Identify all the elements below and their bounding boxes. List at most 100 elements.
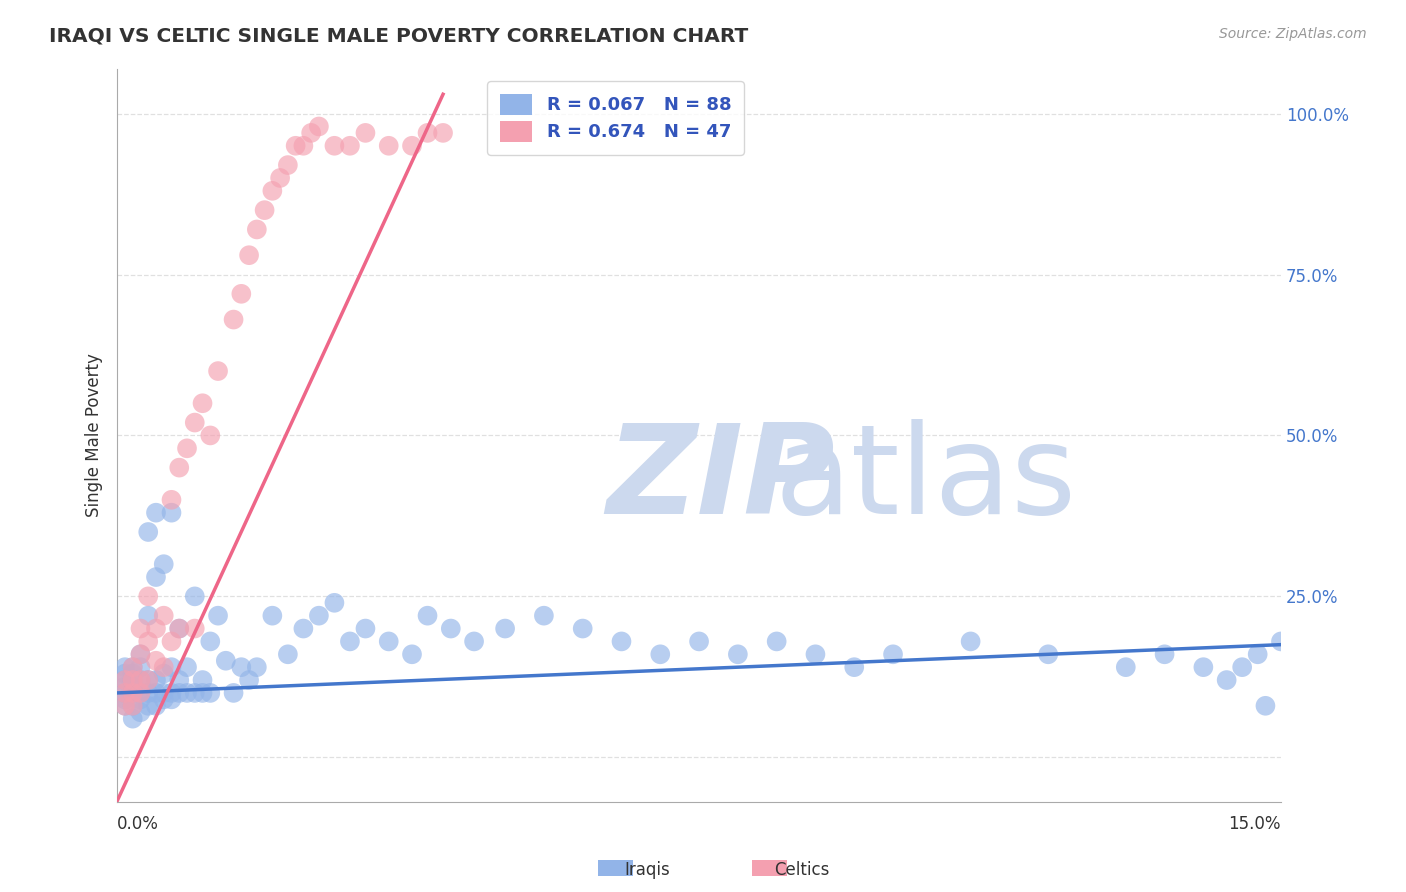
Point — [129, 686, 152, 700]
Point — [804, 648, 827, 662]
Point — [1230, 660, 1253, 674]
Point — [136, 686, 159, 700]
Point — [136, 673, 159, 687]
Point — [114, 686, 136, 700]
Point — [160, 634, 183, 648]
Point — [246, 222, 269, 236]
Point — [401, 138, 423, 153]
Point — [727, 648, 749, 662]
Point — [533, 608, 555, 623]
Point — [200, 634, 222, 648]
Point — [1153, 648, 1175, 662]
Point — [152, 660, 174, 674]
Point — [136, 634, 159, 648]
Point — [121, 698, 143, 713]
Point — [176, 686, 198, 700]
Point — [191, 396, 214, 410]
Point — [167, 622, 190, 636]
Point — [200, 686, 222, 700]
Point — [284, 138, 307, 153]
Point — [339, 138, 361, 153]
Point — [1254, 698, 1277, 713]
Text: 15.0%: 15.0% — [1229, 815, 1281, 833]
Point — [167, 622, 190, 636]
Point — [416, 608, 439, 623]
Point — [129, 648, 152, 662]
Point — [129, 622, 152, 636]
Point — [262, 608, 284, 623]
Point — [145, 698, 167, 713]
Point — [277, 158, 299, 172]
Point — [167, 686, 190, 700]
Point — [152, 666, 174, 681]
Point — [299, 126, 322, 140]
Point — [238, 673, 260, 687]
Point — [844, 660, 866, 674]
Point — [207, 608, 229, 623]
Point — [1192, 660, 1215, 674]
Point — [323, 138, 346, 153]
Point — [571, 622, 593, 636]
Point — [416, 126, 439, 140]
Point — [688, 634, 710, 648]
Point — [167, 673, 190, 687]
Point — [114, 666, 136, 681]
Point — [129, 673, 152, 687]
Text: 0.0%: 0.0% — [117, 815, 159, 833]
Point — [1247, 648, 1270, 662]
Point — [323, 596, 346, 610]
Point — [129, 660, 152, 674]
Point — [200, 428, 222, 442]
Point — [136, 590, 159, 604]
Point — [184, 622, 207, 636]
Point — [145, 570, 167, 584]
Point — [121, 712, 143, 726]
Point — [277, 648, 299, 662]
Point — [114, 680, 136, 694]
Point — [136, 524, 159, 539]
Point — [114, 660, 136, 674]
Point — [121, 698, 143, 713]
Point — [129, 692, 152, 706]
Point — [121, 673, 143, 687]
Point — [152, 557, 174, 571]
Point — [377, 138, 399, 153]
Legend: R = 0.067   N = 88, R = 0.674   N = 47: R = 0.067 N = 88, R = 0.674 N = 47 — [486, 81, 744, 154]
Y-axis label: Single Male Poverty: Single Male Poverty — [86, 353, 103, 517]
Point — [246, 660, 269, 674]
Point — [129, 686, 152, 700]
Point — [114, 686, 136, 700]
Point — [354, 622, 377, 636]
Point — [215, 654, 238, 668]
Point — [167, 460, 190, 475]
Point — [176, 442, 198, 456]
Point — [145, 673, 167, 687]
Point — [463, 634, 485, 648]
Point — [354, 126, 377, 140]
Point — [114, 698, 136, 713]
Point — [959, 634, 981, 648]
Point — [440, 622, 463, 636]
Text: atlas: atlas — [775, 419, 1077, 540]
Point — [121, 660, 143, 674]
Point — [262, 184, 284, 198]
Point — [377, 634, 399, 648]
Point — [308, 608, 330, 623]
Point — [121, 673, 143, 687]
Point — [231, 286, 253, 301]
Point — [160, 492, 183, 507]
Text: Source: ZipAtlas.com: Source: ZipAtlas.com — [1219, 27, 1367, 41]
Point — [129, 705, 152, 719]
Point — [650, 648, 672, 662]
Point — [222, 686, 245, 700]
Point — [184, 590, 207, 604]
Point — [292, 622, 315, 636]
Point — [136, 608, 159, 623]
Point — [152, 692, 174, 706]
Point — [401, 648, 423, 662]
Point — [494, 622, 516, 636]
Point — [160, 692, 183, 706]
Point — [114, 692, 136, 706]
Point — [231, 660, 253, 674]
Point — [121, 686, 143, 700]
